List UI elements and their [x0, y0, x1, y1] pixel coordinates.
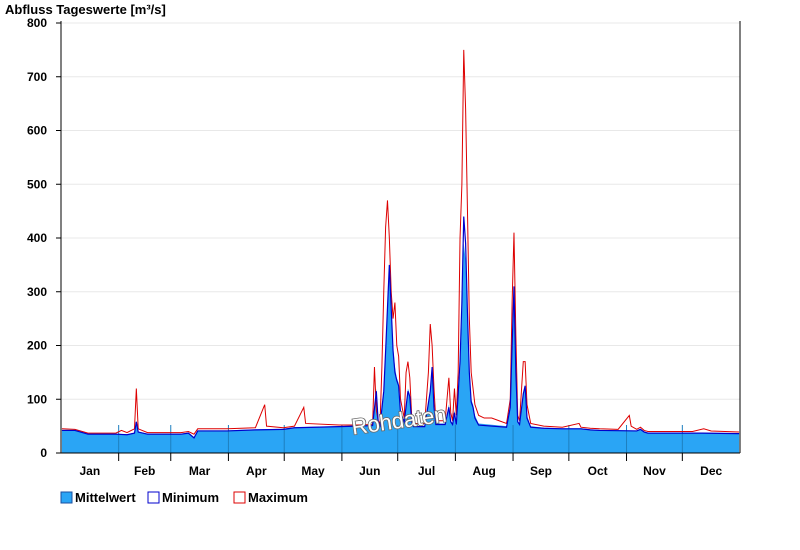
series-layer [61, 49, 740, 453]
series-maximum-line [61, 49, 740, 435]
y-axis-ticks: 0 100 200 300 400 500 600 700 800 [27, 16, 61, 460]
x-tick-label-mar: Mar [189, 464, 211, 478]
x-tick-label-oct: Oct [588, 464, 608, 478]
x-tick-label-feb: Feb [134, 464, 155, 478]
legend-swatch-mean [60, 491, 73, 504]
series-minimum-line [61, 216, 740, 439]
x-tick-label-sep: Sep [530, 464, 552, 478]
y-tick-label-600: 600 [27, 124, 47, 138]
x-tick-label-aug: Aug [473, 464, 496, 478]
legend-label-maximum: Maximum [248, 490, 308, 505]
x-tick-label-nov: Nov [643, 464, 666, 478]
x-tick-label-dec: Dec [700, 464, 722, 478]
x-tick-label-jun: Jun [359, 464, 380, 478]
legend-swatch-maximum [233, 491, 246, 504]
legend-label-mean: Mittelwert [75, 490, 136, 505]
y-tick-label-0: 0 [40, 446, 47, 460]
x-tick-label-jul: Jul [418, 464, 435, 478]
y-tick-label-300: 300 [27, 285, 47, 299]
gridlines [61, 22, 740, 400]
y-tick-label-200: 200 [27, 339, 47, 353]
y-tick-label-500: 500 [27, 177, 47, 191]
x-tick-label-jan: Jan [79, 464, 100, 478]
y-tick-label-800: 800 [27, 16, 47, 30]
x-tick-label-may: May [301, 464, 325, 478]
y-tick-label-400: 400 [27, 231, 47, 245]
legend-label-minimum: Minimum [162, 490, 219, 505]
legend: Mittelwert Minimum Maximum [60, 490, 308, 505]
x-axis-ticks: Jan Feb Mar Apr May Jun Jul Aug Sep Oct Nov Dec [79, 453, 722, 478]
chart-title: Abfluss Tageswerte [m³/s] [5, 2, 166, 17]
legend-swatch-minimum [147, 491, 160, 504]
y-tick-label-100: 100 [27, 392, 47, 406]
x-tick-label-apr: Apr [246, 464, 267, 478]
y-tick-label-700: 700 [27, 70, 47, 84]
